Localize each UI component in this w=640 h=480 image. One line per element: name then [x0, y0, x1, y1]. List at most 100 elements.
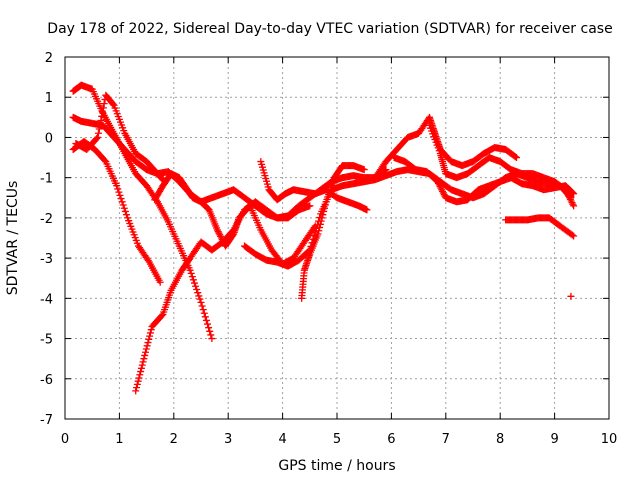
- data-point-marker: [93, 135, 101, 143]
- data-point-marker: [305, 247, 313, 255]
- y-axis-label: SDTVAR / TECUs: [5, 181, 21, 296]
- data-point-marker: [562, 187, 570, 195]
- data-point-marker: [99, 104, 107, 112]
- data-point-marker: [96, 121, 104, 129]
- x-tick-label: 8: [496, 432, 504, 447]
- data-point-marker: [565, 192, 573, 200]
- data-point-marker: [100, 100, 108, 108]
- data-point-marker: [122, 211, 130, 219]
- data-point-marker: [144, 339, 152, 347]
- data-point-marker: [360, 166, 368, 174]
- y-tick-label: -5: [40, 333, 53, 348]
- data-point-marker: [316, 213, 324, 221]
- data-point-marker: [190, 279, 198, 287]
- data-point-marker: [570, 190, 578, 198]
- data-point-marker: [94, 129, 102, 137]
- data-point-marker: [205, 324, 213, 332]
- data-point-marker: [192, 282, 200, 290]
- x-tick-label: 10: [601, 432, 618, 447]
- x-tick-label: 9: [550, 432, 558, 447]
- data-point-marker: [306, 246, 314, 254]
- data-point-marker: [133, 380, 141, 388]
- x-tick-label: 1: [115, 432, 123, 447]
- data-point-marker: [188, 273, 196, 281]
- data-point-marker: [310, 232, 318, 240]
- data-point-marker: [145, 335, 153, 343]
- data-point-marker: [567, 197, 575, 205]
- data-point-marker: [146, 329, 154, 337]
- data-point-marker: [568, 188, 576, 196]
- y-tick-label: -6: [40, 373, 53, 388]
- y-tick-label: 0: [45, 131, 53, 146]
- x-tick-label: 5: [333, 432, 341, 447]
- data-point-marker: [189, 276, 197, 284]
- data-point-marker: [438, 186, 446, 194]
- data-point-marker: [217, 234, 225, 242]
- data-point-marker: [513, 154, 521, 162]
- data-point-marker: [117, 195, 125, 203]
- y-tick-label: -7: [40, 413, 53, 428]
- data-point-marker: [363, 206, 371, 214]
- data-point-marker: [309, 235, 317, 243]
- data-point-marker: [306, 202, 314, 210]
- y-tick-label: -4: [40, 292, 53, 307]
- data-point-marker: [137, 364, 145, 372]
- data-point-marker: [146, 332, 154, 340]
- data-point-marker: [199, 306, 207, 314]
- data-point-marker: [114, 185, 122, 193]
- data-point-marker: [313, 221, 321, 229]
- data-point-marker: [312, 224, 320, 232]
- data-point-marker: [99, 108, 107, 116]
- data-point-marker: [121, 207, 129, 215]
- grid-lines: [65, 57, 609, 419]
- data-point-marker: [95, 125, 103, 133]
- data-point-marker: [118, 198, 126, 206]
- data-point-marker: [561, 186, 569, 194]
- data-point-marker: [133, 384, 141, 392]
- x-tick-label: 3: [224, 432, 232, 447]
- x-tick-label: 2: [170, 432, 178, 447]
- data-point-marker: [207, 331, 215, 339]
- data-point-marker: [135, 374, 143, 382]
- y-tick-label: 2: [45, 51, 53, 66]
- data-point-marker: [193, 285, 201, 293]
- data-point-marker: [216, 231, 224, 239]
- data-point-marker: [97, 117, 105, 125]
- data-point-marker: [158, 312, 166, 320]
- data-point-marker: [132, 387, 140, 395]
- data-point-marker: [134, 377, 142, 385]
- data-point-marker: [198, 302, 206, 310]
- data-point-marker: [136, 371, 144, 379]
- data-point-marker: [437, 184, 445, 192]
- data-point-marker: [143, 342, 151, 350]
- data-point-marker: [569, 200, 577, 208]
- data-point-marker: [564, 191, 572, 199]
- data-point-marker: [204, 204, 212, 212]
- y-tick-label: -3: [40, 252, 53, 267]
- data-point-marker: [137, 368, 145, 376]
- x-axis-label: GPS time / hours: [278, 458, 395, 474]
- data-point-marker: [434, 178, 442, 186]
- data-point-marker: [563, 189, 571, 197]
- data-point-marker: [204, 320, 212, 328]
- y-tick-label: -1: [40, 172, 53, 187]
- data-point-marker: [115, 188, 123, 196]
- data-point-marker: [140, 355, 148, 363]
- data-point-marker: [98, 112, 106, 120]
- data-point-marker: [568, 199, 576, 207]
- data-point-marker: [315, 217, 323, 225]
- data-point-marker: [113, 182, 121, 190]
- data-point-marker: [439, 189, 447, 197]
- data-point-marker: [570, 202, 578, 210]
- data-point-marker: [206, 327, 214, 335]
- data-point-marker: [139, 358, 147, 366]
- data-point-marker: [194, 289, 202, 297]
- data-point-marker: [119, 201, 127, 209]
- data-point-marker: [308, 239, 316, 247]
- data-point-marker: [156, 278, 164, 286]
- data-point-marker: [439, 187, 447, 195]
- data-point-marker: [101, 156, 109, 164]
- data-point-marker: [200, 309, 208, 317]
- x-tick-label: 7: [442, 432, 450, 447]
